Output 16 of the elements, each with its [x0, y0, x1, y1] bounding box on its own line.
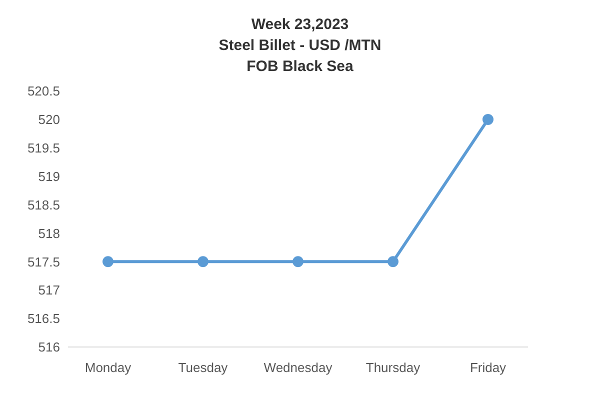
y-tick-label: 519 — [38, 168, 60, 184]
y-tick-label: 519.5 — [27, 140, 60, 156]
y-tick-label: 517 — [38, 282, 60, 298]
y-tick-label: 517.5 — [27, 254, 60, 270]
chart-title: Week 23,2023 Steel Billet - USD /MTN FOB Black Sea — [218, 15, 382, 77]
x-tick-label: Monday — [84, 360, 132, 376]
x-tick-label: Wednesday — [264, 360, 333, 376]
x-tick-label: Tuesday — [178, 360, 228, 376]
y-tick-label: 518.5 — [27, 197, 60, 212]
y-tick-label: 520.5 — [27, 84, 60, 99]
y-tick-label: 516.5 — [27, 311, 60, 326]
y-tick-label: 518 — [38, 226, 60, 241]
x-tick-label: Thursday — [366, 360, 421, 376]
y-tick-label: 520 — [38, 112, 60, 128]
x-tick-label: Friday — [470, 360, 507, 376]
y-tick-label: 516 — [38, 340, 60, 355]
